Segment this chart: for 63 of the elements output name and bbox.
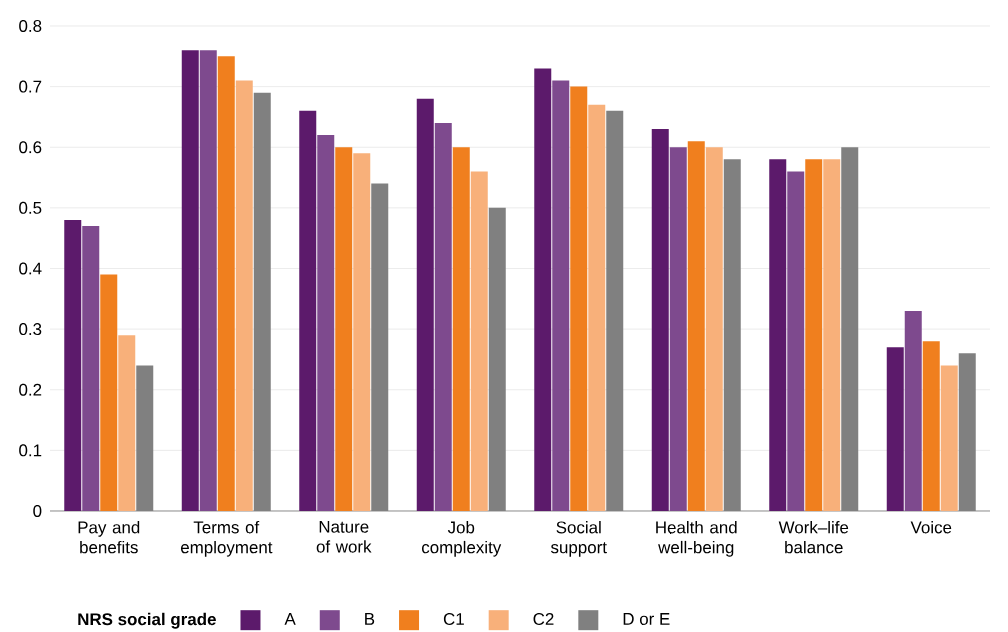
x-tick-label: Nature of work [316, 520, 372, 553]
x-tick-label: Work–life balance [778, 520, 849, 554]
bar [371, 183, 389, 511]
legend-label: B [365, 613, 375, 625]
legend-title: NRS social grade [78, 612, 216, 629]
bar [488, 207, 506, 511]
bar [64, 219, 82, 511]
bar [552, 80, 570, 511]
bar [317, 135, 335, 511]
x-tick-label: Pay and benefits [78, 520, 140, 554]
y-tick-label: 0.2 [19, 383, 42, 396]
y-tick-label: 0.1 [19, 444, 42, 457]
bar [958, 353, 976, 511]
legend-label: C1 [443, 612, 464, 625]
x-tick-label: Job complexity [421, 520, 502, 557]
bar [823, 159, 841, 511]
bar [723, 159, 741, 511]
legend-label: A [284, 613, 296, 625]
bar [687, 141, 705, 511]
x-tick-label: Terms of employment [180, 520, 273, 557]
bar [886, 347, 904, 511]
bar [904, 310, 922, 511]
y-tick-label: 0.6 [19, 141, 42, 154]
bar [470, 171, 488, 511]
x-tick-label: Health and well-being [656, 520, 737, 557]
y-tick-label: 0 [33, 504, 42, 517]
bar [217, 56, 235, 511]
bar [787, 171, 805, 511]
bar [199, 50, 217, 511]
bar [606, 110, 624, 511]
bar [669, 147, 687, 511]
y-tick-label: 0.7 [19, 80, 42, 93]
bar [118, 335, 136, 511]
bar [452, 147, 470, 511]
bar [570, 86, 588, 511]
legend-label: C2 [533, 612, 554, 625]
bar [534, 68, 552, 511]
bar [299, 110, 317, 511]
y-tick-label: 0.3 [19, 323, 42, 336]
bar [434, 122, 452, 511]
bar [588, 104, 606, 511]
bar [940, 365, 958, 511]
bar [100, 274, 118, 511]
bar [335, 147, 353, 511]
x-tick-label: Social support [550, 520, 607, 557]
bar [82, 225, 100, 511]
bar [805, 159, 823, 511]
bar [922, 341, 940, 511]
bar [651, 128, 669, 511]
bar [136, 365, 154, 511]
bar [769, 159, 787, 511]
y-tick-label: 0.8 [19, 19, 42, 32]
x-tick-label: Voice [910, 520, 952, 534]
bar [253, 92, 271, 511]
bar [181, 50, 199, 511]
bar [416, 98, 434, 511]
bar [353, 153, 371, 511]
y-tick-label: 0.4 [19, 262, 42, 275]
bar [841, 147, 859, 511]
bar [705, 147, 723, 511]
y-tick-label: 0.5 [19, 201, 42, 214]
legend-label: D or E [623, 613, 670, 625]
bar [235, 80, 253, 511]
